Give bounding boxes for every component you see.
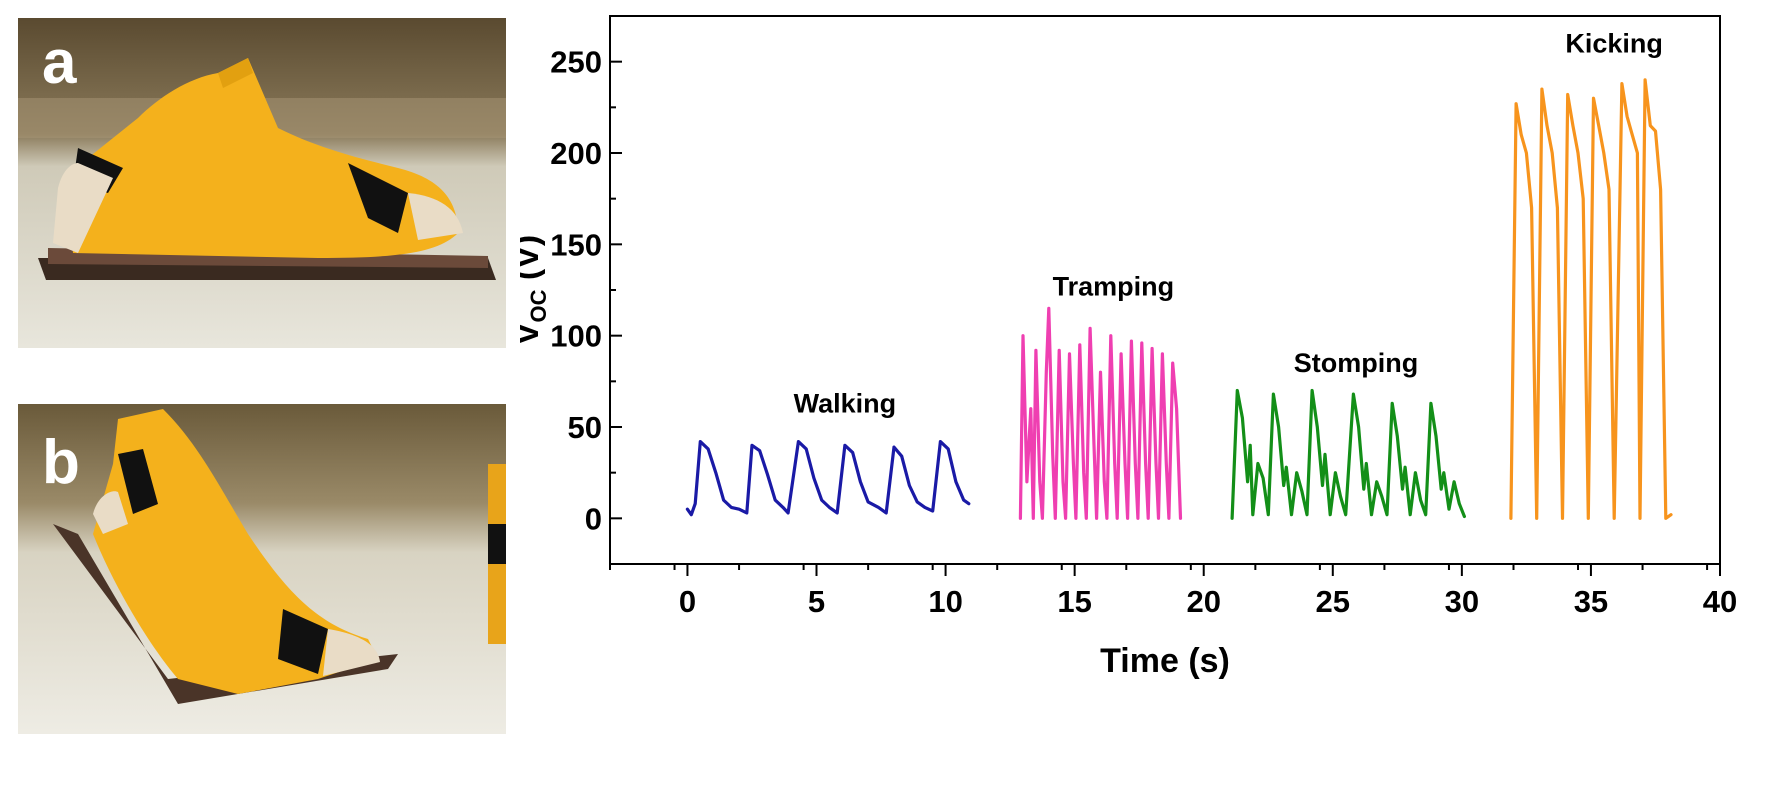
series-label-walking: Walking bbox=[794, 388, 897, 418]
y-axis-label-subscript: OC bbox=[526, 289, 551, 322]
y-axis-label-unit: (V) bbox=[520, 235, 546, 290]
sock-flat-foot-illustration bbox=[18, 18, 506, 348]
x-tick-label: 0 bbox=[679, 584, 696, 619]
y-tick-label: 50 bbox=[568, 410, 602, 445]
x-tick-label: 20 bbox=[1186, 584, 1220, 619]
y-tick-label: 200 bbox=[550, 136, 602, 171]
x-tick-label: 15 bbox=[1057, 584, 1091, 619]
series-label-stomping: Stomping bbox=[1294, 348, 1418, 378]
series-line-walking bbox=[685, 440, 971, 517]
sock-heel-raised-illustration bbox=[18, 404, 506, 734]
series-line-tramping bbox=[1018, 306, 1183, 520]
photo-panel-a bbox=[18, 18, 506, 348]
series-labels: Walking Tramping Stomping Kicking bbox=[794, 29, 1663, 419]
y-tick-label: 100 bbox=[550, 319, 602, 354]
series-layer bbox=[685, 78, 1673, 520]
x-tick-label: 40 bbox=[1703, 584, 1737, 619]
y-tick-label: 250 bbox=[550, 45, 602, 80]
y-tick-label: 150 bbox=[550, 227, 602, 262]
series-line-kicking bbox=[1509, 78, 1673, 520]
series-label-kicking: Kicking bbox=[1565, 29, 1663, 59]
y-axis-ticks: 0 50 100 150 200 250 bbox=[550, 45, 622, 536]
series-label-tramping: Tramping bbox=[1053, 271, 1175, 301]
x-axis-label: Time (s) bbox=[1100, 642, 1230, 680]
y-axis-label: VOC (V) bbox=[520, 235, 551, 345]
x-axis-ticks: 0 5 10 15 20 25 30 35 40 bbox=[609, 564, 1737, 619]
photo-panel-b bbox=[18, 404, 506, 734]
y-axis-label-main: V bbox=[520, 322, 546, 345]
y-tick-label: 0 bbox=[585, 501, 602, 536]
x-tick-label: 25 bbox=[1316, 584, 1350, 619]
panel-label-a: a bbox=[42, 28, 77, 97]
panel-label-b: b bbox=[42, 428, 80, 497]
series-line-stomping bbox=[1230, 388, 1466, 520]
x-tick-label: 35 bbox=[1574, 584, 1608, 619]
x-tick-label: 30 bbox=[1445, 584, 1479, 619]
x-tick-label: 10 bbox=[928, 584, 962, 619]
x-tick-label: 5 bbox=[808, 584, 825, 619]
